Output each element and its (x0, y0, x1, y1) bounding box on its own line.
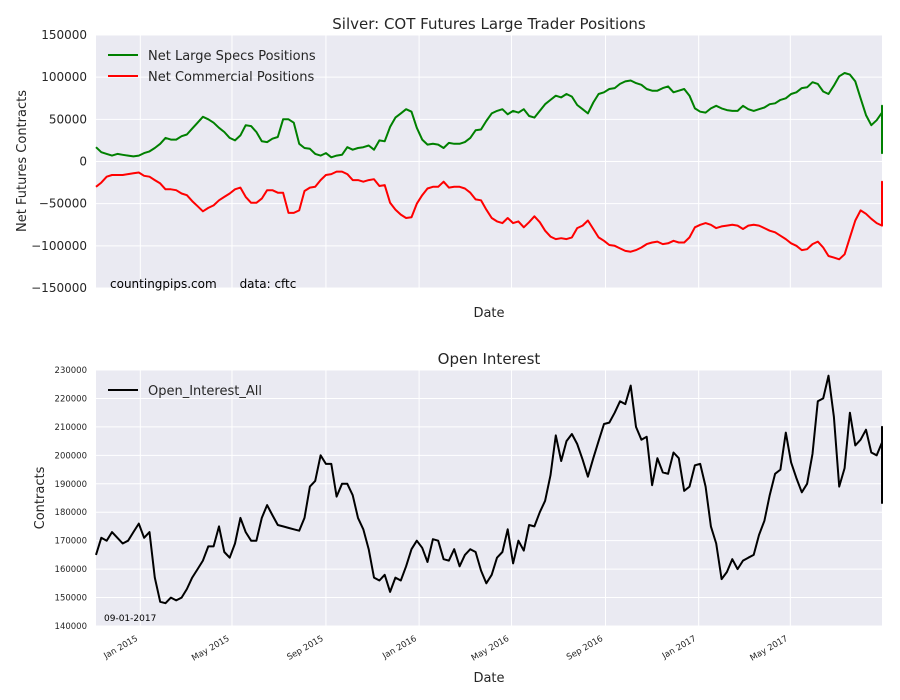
y-tick-label: 190000 (55, 480, 87, 490)
y-tick-label: 220000 (55, 394, 87, 404)
y-tick-label: 170000 (55, 537, 87, 547)
y-tick-label: 180000 (55, 508, 87, 518)
chart-title: Silver: COT Futures Large Trader Positio… (332, 15, 646, 33)
y-tick-label: 100000 (41, 70, 87, 84)
y-tick-label: 160000 (55, 565, 87, 575)
x-axis-label: Date (473, 306, 504, 321)
y-tick-label: −50000 (39, 197, 87, 211)
y-axis-label: Net Futures Contracts (15, 90, 30, 232)
open-interest-chart: 230000 220000 210000 200000 190000 180000 1700… (33, 350, 883, 686)
cot-positions-chart: 150000 100000 50000 0 −50000 −100000 −150000 S… (15, 15, 883, 321)
series-line-1 (95, 72, 883, 159)
x-tick-label: Sep 2016 (565, 634, 605, 663)
legend-label: Open_Interest_All (148, 384, 262, 399)
y-tick-label: 150000 (55, 594, 87, 604)
series-lines (95, 374, 883, 605)
series-lines (95, 72, 883, 261)
y-tick-label: 140000 (55, 622, 87, 632)
y-tick-label: −150000 (31, 281, 87, 295)
y-tick-labels: 230000 220000 210000 200000 190000 180000 1700… (55, 366, 87, 632)
x-tick-label: Jan 2017 (660, 634, 698, 662)
y-tick-label: 210000 (55, 423, 87, 433)
date-note: 09-01-2017 (104, 614, 156, 624)
y-tick-label: 0 (79, 155, 87, 169)
y-tick-label: 200000 (55, 451, 87, 461)
y-tick-label: 150000 (41, 28, 87, 42)
x-tick-label: Jan 2015 (102, 634, 140, 662)
y-tick-labels: 150000 100000 50000 0 −50000 −100000 −150000 (31, 28, 87, 295)
x-tick-label: Jan 2016 (380, 634, 418, 662)
x-tick-label: Sep 2015 (285, 634, 325, 663)
x-tick-labels: Jan 2015 May 2015 Sep 2015 Jan 2016 May 2016… (102, 634, 790, 664)
legend-label: Net Commercial Positions (148, 70, 314, 85)
source-note: countingpips.com data: cftc (110, 277, 296, 291)
y-tick-label: 50000 (49, 112, 87, 126)
y-axis-label: Contracts (33, 466, 48, 529)
x-axis-label: Date (473, 671, 504, 686)
y-tick-label: −100000 (31, 239, 87, 253)
x-tick-label: May 2016 (470, 634, 511, 664)
x-tick-label: May 2015 (190, 634, 231, 664)
legend-label: Net Large Specs Positions (148, 49, 316, 64)
x-tick-label: May 2017 (749, 634, 790, 664)
plot-area (96, 370, 882, 626)
legend: Net Large Specs Positions Net Commercial … (108, 49, 316, 85)
legend: Open_Interest_All (108, 384, 262, 399)
gridlines (96, 34, 882, 289)
gridlines (96, 369, 882, 627)
chart-title: Open Interest (438, 350, 541, 368)
series-line-2 (95, 170, 883, 261)
series-line-1 (95, 374, 883, 605)
y-tick-label: 230000 (55, 366, 87, 376)
